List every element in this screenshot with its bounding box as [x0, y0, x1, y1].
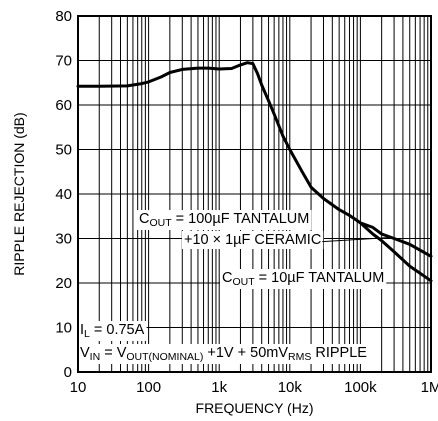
x-tick-label: 1M	[421, 379, 438, 396]
x-tick-labels: 10 100 1k 10k 100k 1M	[70, 379, 438, 396]
annotation-input-condition: VIN = VOUT(NOMINAL) +1V + 50mVRMS RIPPLE	[80, 345, 367, 363]
y-axis-title: RIPPLE REJECTION (dB)	[11, 112, 27, 275]
annotation-background	[182, 231, 324, 249]
series-line-2	[358, 221, 433, 258]
plot-frame	[77, 15, 432, 373]
x-tick-label: 100	[136, 379, 161, 396]
annotation-background	[78, 344, 370, 364]
series-group	[76, 61, 433, 283]
label-backgrounds	[78, 210, 387, 364]
y-tick-label: 70	[55, 53, 72, 70]
annotation-background	[220, 269, 387, 289]
series-line-1	[76, 61, 433, 283]
y-tick-label: 30	[55, 231, 72, 248]
y-tick-labels: 0 10 20 30 40 50 60 70 80	[55, 8, 72, 381]
grid	[78, 16, 431, 372]
x-tick-label: 10k	[278, 379, 303, 396]
y-tick-label: 60	[55, 97, 72, 114]
y-tick-label: 80	[55, 8, 72, 25]
y-tick-label: 50	[55, 142, 72, 159]
x-tick-label: 10	[70, 379, 87, 396]
x-axis-title: FREQUENCY (Hz)	[196, 400, 314, 416]
x-tick-label: 100k	[344, 379, 377, 396]
annotation-cout-10uf: COUT = 10µF TANTALUM	[222, 270, 384, 288]
annotation-leader-ceramic	[322, 237, 391, 243]
annotation-cout-100uf: COUT = 100µF TANTALUM	[139, 211, 309, 229]
annotation-ceramic: +10 × 1µF CERAMIC	[184, 232, 321, 248]
annotation-load-current: IL = 0.75A	[80, 322, 145, 340]
y-tick-label: 40	[55, 186, 72, 203]
annotation-background	[78, 321, 147, 341]
y-tick-label: 0	[64, 364, 72, 381]
y-tick-label: 10	[55, 320, 72, 337]
y-tick-label: 20	[55, 275, 72, 292]
x-tick-label: 1k	[211, 379, 227, 396]
annotation-background	[137, 210, 312, 230]
